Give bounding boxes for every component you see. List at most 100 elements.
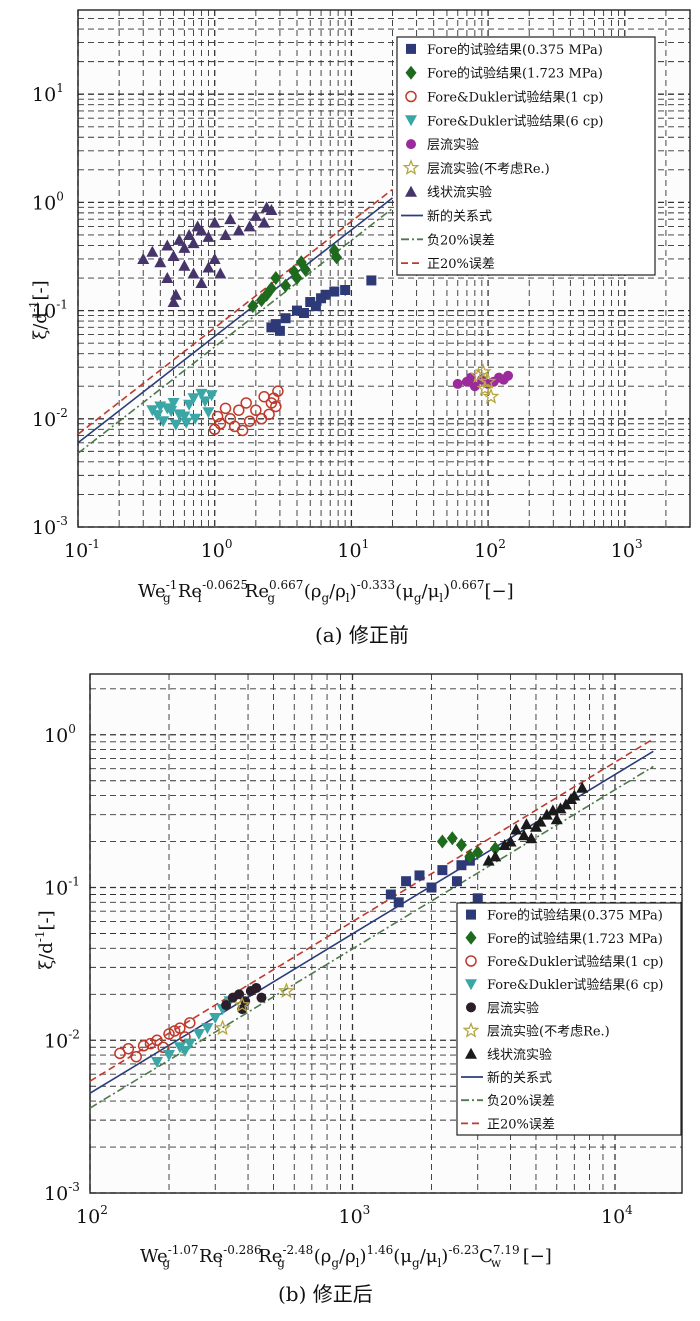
legend-label: Fore&Dukler试验结果(1 cp) (487, 954, 664, 970)
x-axis-label-part: l (346, 591, 350, 605)
x-tick-label: 104 (601, 1203, 633, 1228)
data-point (233, 404, 245, 416)
data-point (249, 209, 262, 221)
data-point (393, 897, 404, 908)
y-tick-label: 10-2 (32, 406, 68, 431)
y-tick-exp: -3 (56, 514, 68, 528)
data-point (472, 893, 483, 904)
data-point (266, 322, 277, 333)
y-tick-exp: 0 (56, 189, 64, 203)
legend-marker (465, 930, 477, 945)
legend-label: Fore&Dukler试验结果(1 cp) (427, 90, 604, 106)
data-point (154, 256, 167, 268)
x-axis-label-part: 0.667 (450, 578, 484, 592)
y-axis-label-sup: -1 (33, 930, 47, 942)
y-tick-base: 10 (32, 301, 56, 323)
data-point (163, 1050, 176, 1062)
legend-label: Fore的试验结果(1.723 MPa) (427, 66, 603, 82)
data-point (525, 832, 538, 844)
axes-frame (89, 673, 683, 1194)
data-point (163, 1028, 175, 1040)
data-point (550, 813, 563, 825)
data-point (451, 876, 462, 887)
data-point (221, 1000, 232, 1011)
x-axis-label-part: 1.46 (367, 1243, 394, 1257)
x-axis-label-part: Re (178, 581, 202, 602)
data-point (161, 239, 174, 251)
data-point (401, 876, 412, 887)
x-tick-label: 100 (201, 537, 233, 562)
x-axis-label-part: g (277, 1256, 285, 1270)
x-axis-label-part: 7.19 (493, 1243, 520, 1257)
x-axis-label-part: l (439, 591, 443, 605)
x-axis-label-part: Re (258, 1246, 282, 1267)
x-tick-exp: 2 (100, 1203, 108, 1217)
series-1 (247, 243, 343, 314)
legend: Fore的试验结果(0.375 MPa) Fore的试验结果(1.723 MPa)… (396, 36, 656, 276)
legend-marker (406, 139, 416, 150)
fit-line-0 (77, 197, 394, 444)
data-point (510, 823, 523, 835)
data-point (146, 245, 159, 257)
y-axis-label-tail: [-] (36, 910, 57, 930)
x-tick-base: 10 (64, 540, 88, 562)
x-axis-label-part: We (140, 1246, 168, 1267)
data-point (366, 275, 377, 286)
legend-label: 层流实验 (427, 137, 479, 153)
x-axis-label-part: -0.0625 (202, 578, 248, 592)
legend-marker (465, 979, 477, 991)
data-point (151, 410, 164, 422)
legend-marker (406, 43, 416, 54)
x-axis-label-part: ) (360, 1246, 367, 1267)
data-point (178, 411, 191, 423)
y-tick-label: 100 (44, 722, 76, 747)
y-tick-exp: -1 (56, 298, 68, 312)
x-tick-exp: 0 (225, 537, 233, 551)
data-point (250, 404, 262, 416)
y-tick-label: 101 (32, 81, 64, 106)
legend: Fore的试验结果(0.375 MPa) Fore的试验结果(1.723 MPa)… (456, 902, 682, 1136)
x-axis-label-part: ) (441, 1246, 448, 1267)
data-point (280, 278, 292, 293)
fit-line-1 (77, 207, 394, 454)
data-point (192, 1028, 205, 1040)
data-point (137, 252, 150, 264)
data-point (202, 261, 215, 273)
data-point (270, 271, 282, 286)
x-axis-label-part: (ρ (304, 581, 322, 602)
data-point (208, 252, 221, 264)
x-axis-label-part: g (267, 591, 275, 605)
legend-marker (405, 65, 417, 80)
data-point (437, 865, 448, 876)
x-axis-label-part: [−] (485, 581, 514, 602)
y-axis-label-sup: -1 (27, 300, 41, 312)
data-point (137, 1040, 150, 1052)
x-axis-label-part: (ρ (314, 1246, 332, 1267)
y-tick-label: 10-1 (32, 298, 68, 323)
legend-marker (465, 955, 477, 967)
fit-line-2 (77, 188, 394, 435)
x-axis-label-part: /μ (420, 1246, 438, 1267)
data-point (122, 1042, 135, 1055)
data-point (298, 308, 309, 319)
data-point (482, 854, 495, 866)
x-tick-base: 10 (601, 1206, 625, 1228)
data-point (178, 1046, 191, 1058)
x-axis-label-part: [−] (523, 1246, 552, 1267)
legend-label: Fore的试验结果(0.375 MPa) (427, 42, 603, 58)
data-point (219, 402, 232, 415)
y-tick-base: 10 (32, 192, 56, 214)
data-point (208, 216, 221, 228)
y-axis-label-tail: [-] (30, 280, 51, 300)
x-axis-label-part: -1 (166, 578, 178, 592)
x-tick-base: 10 (474, 540, 498, 562)
data-point (178, 259, 191, 271)
data-point (211, 410, 224, 423)
data-point (291, 271, 303, 286)
data-point (243, 220, 256, 232)
data-point (161, 272, 174, 284)
data-point (340, 285, 351, 296)
x-axis-label-part: /μ (422, 581, 440, 602)
y-tick-base: 10 (44, 1183, 68, 1205)
data-point (232, 224, 245, 236)
